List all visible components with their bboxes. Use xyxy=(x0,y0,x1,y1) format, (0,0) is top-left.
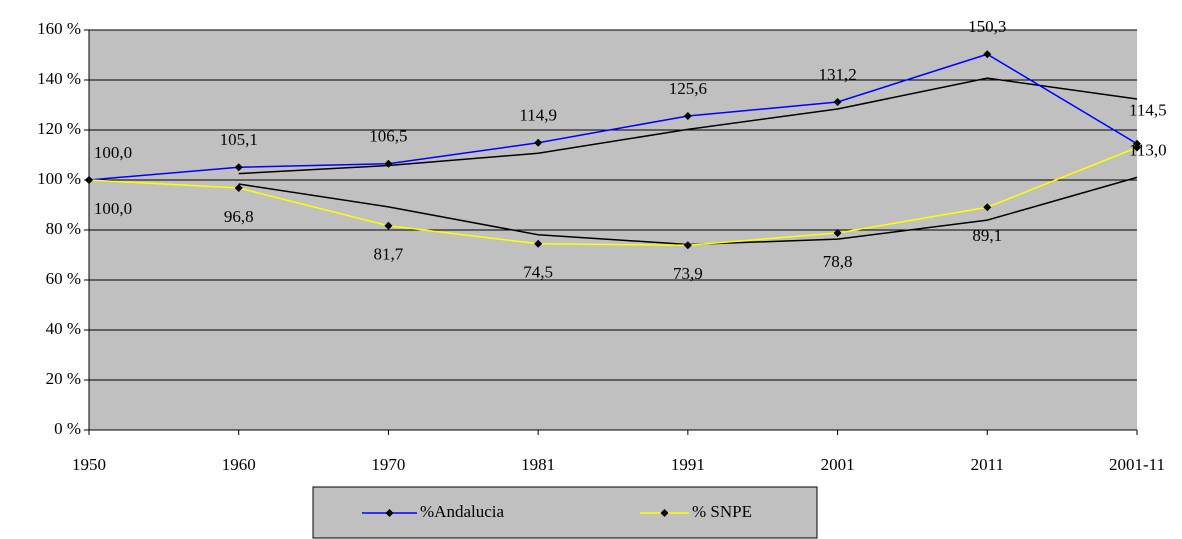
marker xyxy=(683,112,692,120)
y-tick-label: 120 % xyxy=(37,119,81,138)
series-line xyxy=(88,146,1138,247)
marker xyxy=(983,50,992,59)
data-label: 114,9 xyxy=(519,106,557,125)
y-tick-label: 140 % xyxy=(37,69,81,88)
data-label: 131,2 xyxy=(818,65,856,84)
legend-marker xyxy=(385,509,394,517)
x-tick-label: 2001-11 xyxy=(1109,455,1165,474)
marker xyxy=(683,241,692,250)
marker xyxy=(833,98,842,106)
data-label: 73,9 xyxy=(673,264,703,283)
data-label: 105,1 xyxy=(220,130,258,149)
y-tick-label: 100 % xyxy=(37,169,81,188)
x-tick-label: 1960 xyxy=(222,455,256,474)
data-label: 96,8 xyxy=(224,207,254,226)
series-line xyxy=(88,53,1138,181)
marker xyxy=(234,184,243,192)
data-label: 113,0 xyxy=(1129,140,1167,159)
marker xyxy=(234,163,243,172)
x-tick-label: 1970 xyxy=(371,455,405,474)
x-tick-label: 1981 xyxy=(521,455,555,474)
x-tick-label: 2001 xyxy=(821,455,855,474)
y-tick-label: 160 % xyxy=(37,19,81,38)
y-tick-label: 0 % xyxy=(54,419,81,438)
data-label: 74,5 xyxy=(523,263,553,282)
data-label: 106,5 xyxy=(369,127,407,146)
y-tick-label: 20 % xyxy=(46,369,81,388)
legend-label: %Andalucia xyxy=(420,502,504,521)
legend-marker xyxy=(660,509,669,517)
data-label: 114,5 xyxy=(1129,101,1167,120)
marker xyxy=(833,229,842,237)
y-tick-label: 80 % xyxy=(46,219,81,238)
x-tick-label: 2011 xyxy=(971,455,1004,474)
marker xyxy=(384,159,393,168)
data-label: 81,7 xyxy=(374,245,404,264)
marker xyxy=(85,176,93,184)
marker xyxy=(983,203,992,212)
y-tick-label: 40 % xyxy=(46,319,81,338)
x-tick-label: 1991 xyxy=(671,455,705,474)
data-label: 78,8 xyxy=(823,252,853,271)
marker xyxy=(534,239,543,248)
legend-label: % SNPE xyxy=(692,502,752,521)
marker xyxy=(534,138,543,147)
data-label: 125,6 xyxy=(669,79,707,98)
marker xyxy=(1133,143,1141,152)
data-label: 100,0 xyxy=(94,199,132,218)
marker xyxy=(384,221,393,230)
data-label: 150,3 xyxy=(968,17,1006,36)
y-tick-label: 60 % xyxy=(46,269,81,288)
data-label: 89,1 xyxy=(972,226,1002,245)
data-label: 100,0 xyxy=(94,143,132,162)
x-tick-label: 1950 xyxy=(72,455,106,474)
